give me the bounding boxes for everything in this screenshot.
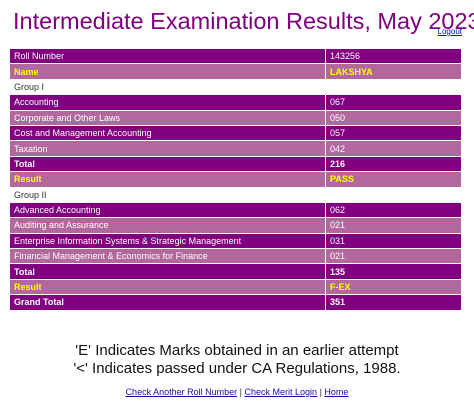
note-ca-regulations: '<' Indicates passed under CA Regulation… <box>73 360 401 377</box>
group-heading-row: Group II <box>9 186 462 203</box>
footer-links: Check Another Roll Number | Check Merit … <box>0 387 474 397</box>
row-value: 021 <box>325 248 462 265</box>
row-label: Grand Total <box>9 294 326 311</box>
subject-row: Enterprise Information Systems & Strateg… <box>9 232 462 250</box>
subject-row: Accounting 067 <box>9 94 462 111</box>
subject-row: Auditing and Assurance 021 <box>9 217 462 234</box>
row-label: Total <box>9 155 326 173</box>
row-value: F-EX <box>325 278 462 296</box>
check-another-roll-number-link[interactable]: Check Another Roll Number <box>125 387 238 397</box>
total-row: Total 216 <box>9 155 462 173</box>
row-label: Enterprise Information Systems & Strateg… <box>9 232 326 250</box>
row-value: 143256 <box>325 47 462 65</box>
logout-link[interactable]: Logout <box>437 27 462 36</box>
row-label: Accounting <box>9 94 326 111</box>
row-label: Cost and Management Accounting <box>9 124 326 142</box>
results-table: Roll Number 143256 Name LAKSHYA Group I … <box>9 47 462 311</box>
total-row: Total 135 <box>9 263 462 280</box>
group-heading-row: Group I <box>9 78 462 96</box>
row-label: Name <box>9 63 326 80</box>
separator: | <box>319 387 322 397</box>
subject-row: Cost and Management Accounting 057 <box>9 124 462 142</box>
row-value: 031 <box>325 232 462 250</box>
row-value: 042 <box>325 140 462 157</box>
row-value: 021 <box>325 217 462 234</box>
row-label: Auditing and Assurance <box>9 217 326 234</box>
row-label: Result <box>9 171 326 188</box>
row-value: LAKSHYA <box>325 63 462 80</box>
row-value: 067 <box>325 94 462 111</box>
separator: | <box>239 387 242 397</box>
row-label: Corporate and Other Laws <box>9 109 326 126</box>
row-label: Taxation <box>9 140 326 157</box>
row-value: 057 <box>325 124 462 142</box>
page-header: Intermediate Examination Results, May 20… <box>0 0 474 48</box>
row-value: 062 <box>325 201 462 219</box>
note-earlier-attempt: 'E' Indicates Marks obtained in an earli… <box>75 342 399 359</box>
row-label: Advanced Accounting <box>9 201 326 219</box>
group-heading: Group I <box>9 78 462 96</box>
row-label: Total <box>9 263 326 280</box>
row-value: PASS <box>325 171 462 188</box>
row-label: Roll Number <box>9 47 326 65</box>
grand-total-row: Grand Total 351 <box>9 294 462 311</box>
row-label: Financial Management & Economics for Fin… <box>9 248 326 265</box>
check-merit-login-link[interactable]: Check Merit Login <box>244 387 318 397</box>
row-value: 351 <box>325 294 462 311</box>
result-row: Result PASS <box>9 171 462 188</box>
subject-row: Financial Management & Economics for Fin… <box>9 248 462 265</box>
result-row: Result F-EX <box>9 278 462 296</box>
row-label: Result <box>9 278 326 296</box>
subject-row: Corporate and Other Laws 050 <box>9 109 462 126</box>
subject-row: Advanced Accounting 062 <box>9 201 462 219</box>
row-value: 050 <box>325 109 462 126</box>
group-heading: Group II <box>9 186 462 203</box>
row-value: 135 <box>325 263 462 280</box>
name-row: Name LAKSHYA <box>9 63 462 80</box>
page-title: Intermediate Examination Results, May 20… <box>13 8 474 34</box>
roll-number-row: Roll Number 143256 <box>9 47 462 65</box>
legend-notes: 'E' Indicates Marks obtained in an earli… <box>0 342 474 378</box>
home-link[interactable]: Home <box>324 387 349 397</box>
row-value: 216 <box>325 155 462 173</box>
subject-row: Taxation 042 <box>9 140 462 157</box>
